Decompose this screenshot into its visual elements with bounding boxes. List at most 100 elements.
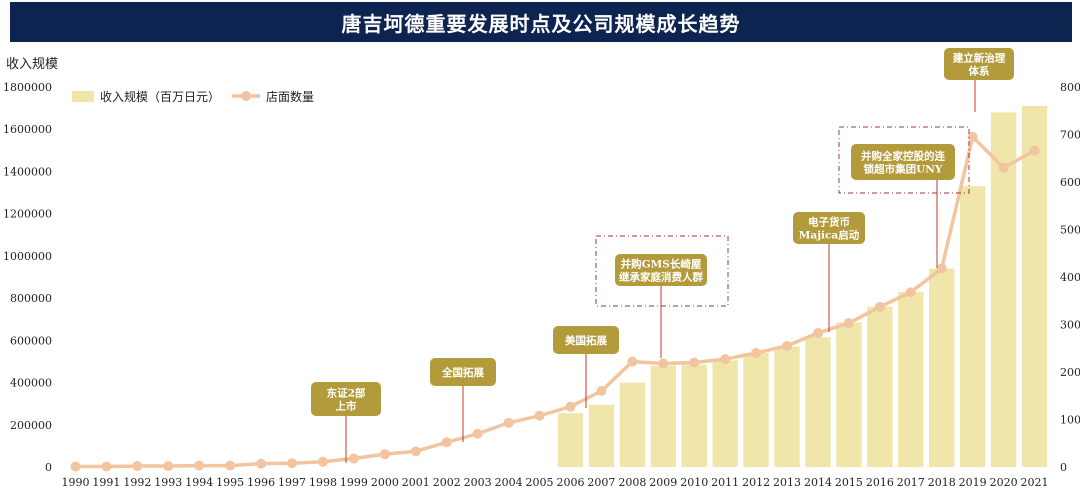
store-count-point (472, 428, 483, 439)
store-count-point (627, 356, 638, 367)
x-tick-label: 2016 (866, 476, 894, 489)
store-count-point (720, 354, 731, 365)
store-count-point (163, 461, 174, 472)
store-count-point (998, 162, 1009, 173)
revenue-bar (588, 404, 615, 467)
revenue-bar (712, 360, 738, 467)
store-count-point (534, 410, 545, 421)
annotation-box (430, 358, 496, 386)
x-tick-label: 2009 (649, 476, 677, 489)
x-tick-label: 2020 (990, 476, 1018, 489)
legend-label-bar: 收入规模（百万日元） (100, 89, 220, 104)
store-count-point (101, 461, 112, 472)
store-count-point (1029, 145, 1040, 156)
annotation-text: 全国拓展 (441, 366, 484, 379)
revenue-bar (619, 382, 646, 467)
x-tick-label: 1994 (185, 476, 213, 489)
store-count-point (379, 449, 390, 460)
annotation-dashed-frame (595, 235, 729, 307)
annotation-box (851, 144, 955, 180)
y-left-tick-label: 600000 (10, 334, 52, 347)
y-right-tick-label: 600 (1060, 176, 1080, 189)
store-count-point (194, 460, 205, 471)
revenue-bar (774, 346, 800, 467)
x-tick-label: 2006 (556, 476, 584, 489)
store-count-point (689, 357, 700, 368)
x-tick-label: 2014 (804, 476, 832, 489)
x-tick-label: 1995 (216, 476, 244, 489)
annotation-text: 建立新治理 (952, 52, 1006, 65)
revenue-bar (898, 291, 924, 467)
x-tick-label: 2000 (371, 476, 399, 489)
y-left-tick-label: 1200000 (3, 208, 52, 221)
x-tick-label: 2002 (433, 476, 461, 489)
x-tick-label: 2018 (928, 476, 956, 489)
store-count-point (410, 446, 421, 457)
store-count-point (503, 417, 514, 428)
y-right-tick-label: 100 (1060, 414, 1080, 427)
y-right-tick-label: 700 (1060, 129, 1080, 142)
x-tick-label: 2005 (526, 476, 554, 489)
y-right-tick-label: 400 (1060, 271, 1080, 284)
store-count-point (441, 437, 452, 448)
x-tick-label: 2007 (587, 476, 615, 489)
x-tick-label: 2003 (464, 476, 492, 489)
store-count-point (348, 453, 359, 464)
y-right-tick-label: 300 (1060, 319, 1080, 332)
x-tick-label: 2019 (959, 476, 987, 489)
store-count-point (225, 460, 236, 471)
revenue-bar (1021, 106, 1048, 467)
x-tick-label: 1990 (61, 476, 89, 489)
revenue-bar (681, 364, 707, 467)
y-right-tick-label: 0 (1060, 461, 1067, 474)
revenue-bar (959, 186, 986, 467)
y-left-tick-label: 1600000 (3, 123, 52, 136)
x-tick-label: 2012 (742, 476, 770, 489)
store-count-point (287, 458, 298, 469)
x-tick-label: 2004 (495, 476, 523, 489)
x-tick-label: 2010 (680, 476, 708, 489)
annotation-text: 体系 (969, 65, 990, 78)
x-tick-label: 2008 (618, 476, 646, 489)
y-left-tick-label: 200000 (10, 419, 52, 432)
revenue-bar (929, 268, 955, 467)
x-tick-label: 1993 (154, 476, 182, 489)
annotation-text: 电子货币 (808, 216, 850, 229)
annotation-box (615, 254, 707, 286)
chart-title: 唐吉坷德重要发展时点及公司规模成长趋势 (341, 11, 741, 36)
store-count-point (565, 401, 576, 412)
store-count-point (843, 318, 854, 329)
revenue-bar (836, 322, 862, 467)
chart-title-bar: 唐吉坷德重要发展时点及公司规模成长趋势 (10, 2, 1072, 42)
store-count-point (751, 348, 762, 358)
annotation-text: 东证2部 (327, 387, 366, 400)
x-tick-label: 2015 (835, 476, 863, 489)
legend-swatch-point (241, 91, 251, 101)
annotation-text: 并购GMS长崎屋 (621, 258, 702, 271)
y-left-tick-label: 1400000 (3, 165, 52, 178)
x-tick-label: 2011 (711, 476, 739, 489)
revenue-bar (557, 413, 584, 467)
revenue-bar (650, 365, 676, 467)
y-left-tick-label: 400000 (10, 377, 52, 390)
revenue-bar (743, 353, 769, 467)
store-count-point (317, 456, 328, 467)
y-right-tick-label: 200 (1060, 366, 1080, 379)
annotation-text: 美国拓展 (565, 334, 607, 347)
store-count-point (596, 386, 607, 396)
x-tick-label: 2001 (402, 476, 430, 489)
annotation-dashed-frame (838, 126, 970, 194)
x-tick-label: 1996 (247, 476, 275, 489)
x-tick-label: 2021 (1021, 476, 1049, 489)
store-count-point (812, 328, 823, 339)
annotation-box (944, 48, 1014, 80)
store-count-point (132, 461, 143, 472)
x-tick-label: 1998 (309, 476, 337, 489)
annotation-text: Majica启动 (799, 229, 860, 242)
store-count-point (782, 340, 793, 351)
store-count-point (658, 358, 669, 369)
x-tick-label: 1991 (92, 476, 120, 489)
legend-label-line: 店面数量 (266, 89, 314, 104)
annotation-text: 继承家庭消费人群 (619, 271, 703, 284)
